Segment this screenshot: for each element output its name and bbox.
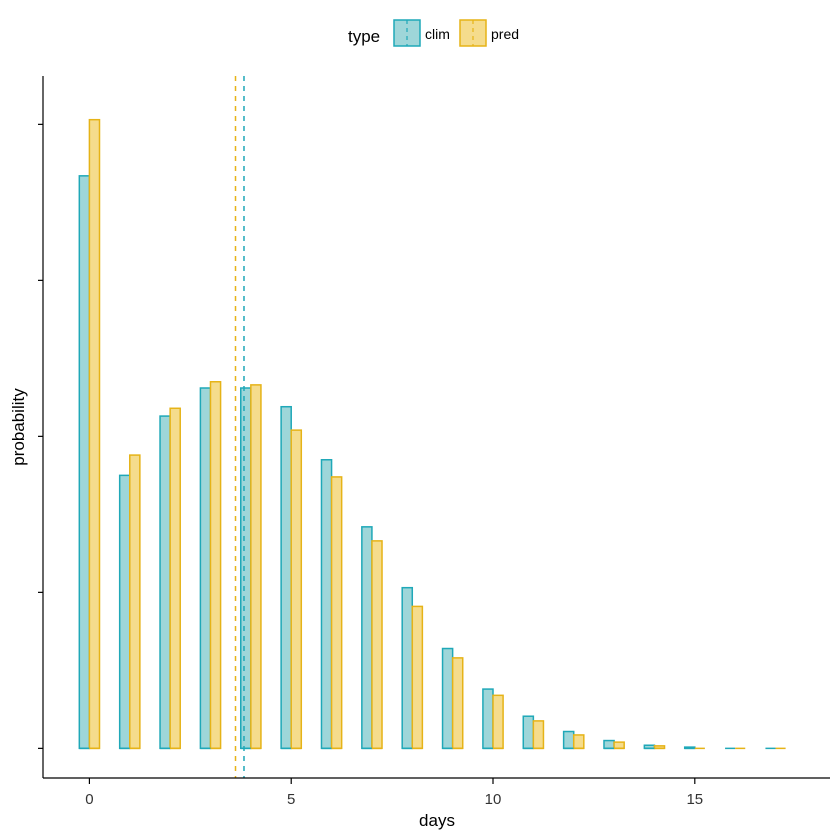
x-tick-label-15: 15 [686, 791, 703, 808]
legend-item-pred: pred [459, 19, 519, 47]
x-tick-label-10: 10 [485, 791, 502, 808]
bar-clim-10 [482, 688, 494, 750]
bar-clim-11 [522, 715, 535, 750]
bars-layer [78, 118, 696, 750]
mean-lines-layer [234, 76, 245, 778]
bar-pred-12 [572, 734, 585, 750]
bar-clim-2 [159, 415, 171, 750]
legend-label-pred: pred [491, 26, 519, 42]
bar-pred-6 [330, 476, 343, 750]
x-tick-label-5: 5 [287, 791, 295, 808]
legend-label-clim: clim [425, 26, 450, 42]
bar-pred-1 [129, 454, 141, 750]
x-axis-label: days [419, 811, 455, 830]
legend-title: type [348, 27, 380, 46]
bar-pred-3 [209, 381, 222, 750]
legend: type clim pred [348, 19, 519, 47]
bar-clim-12 [562, 730, 575, 750]
bar-pred-13 [613, 741, 625, 750]
bar-clim-13 [603, 739, 615, 750]
bar-clim-0 [78, 175, 91, 750]
bar-clim-9 [441, 647, 454, 750]
bar-clim-7 [361, 526, 373, 750]
x-ticks: 0 5 10 15 [85, 778, 703, 808]
legend-item-clim: clim [393, 19, 450, 47]
bar-clim-1 [118, 474, 131, 750]
bar-pred-5 [290, 429, 303, 750]
bar-clim-6 [320, 459, 333, 750]
bar-pred-0 [88, 118, 101, 750]
bar-pred-8 [411, 605, 424, 750]
bar-pred-2 [169, 407, 181, 750]
y-ticks [38, 123, 43, 749]
bar-clim-4 [240, 387, 252, 750]
bar-clim-3 [199, 387, 212, 750]
x-tick-label-0: 0 [85, 791, 93, 808]
bar-pred-7 [371, 540, 383, 750]
bar-pred-10 [492, 694, 504, 750]
bar-clim-5 [280, 405, 292, 750]
bar-pred-9 [451, 657, 464, 750]
bar-pred-11 [532, 720, 545, 750]
bar-clim-8 [401, 586, 414, 750]
bar-pred-4 [250, 384, 262, 750]
y-axis-label: probability [9, 388, 28, 466]
